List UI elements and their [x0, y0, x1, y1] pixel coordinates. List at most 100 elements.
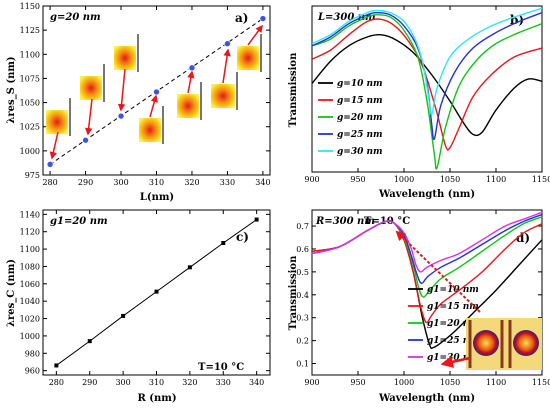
- panel-a-ylabel: λres_S (nm): [6, 56, 17, 123]
- y-tick-label: 0.1: [296, 360, 309, 369]
- y-tick-label: 0.3: [296, 314, 309, 323]
- panel-b-legend: g=10 nm g=15 nm g=20 nm g=25 nm g=30 nm: [318, 79, 383, 157]
- series-line: [311, 211, 543, 273]
- data-point: [87, 339, 92, 344]
- panel-d-frame: [311, 209, 543, 376]
- y-tick-label: 980: [25, 349, 40, 358]
- x-tick-label: 1050: [440, 175, 460, 184]
- x-tick-label: 330: [216, 378, 231, 387]
- panel-d: 900 950 1000 1050 1100 1150 0.1 0.2 0.3 0.4 0.5 0.6…: [288, 209, 550, 404]
- y-tick-label: 1125: [20, 26, 40, 35]
- y-tick-label: 1075: [20, 74, 40, 83]
- y-tick-label: 1100: [20, 50, 40, 59]
- data-point: [187, 265, 192, 270]
- panel-d-solid-arrow: [440, 355, 471, 368]
- x-tick-label: 320: [182, 378, 197, 387]
- data-point: [153, 88, 160, 96]
- field-map-inset: [177, 82, 202, 120]
- panel-d-ticks: 900 950 1000 1050 1100 1150 0.1 0.2 0.3 0.4 0.5 0.6…: [296, 210, 550, 387]
- field-map-inset: [237, 34, 262, 72]
- y-tick-label: 1060: [20, 280, 40, 289]
- data-point: [121, 313, 126, 318]
- legend-label: g=10 nm: [337, 79, 383, 89]
- legend-label: g1=20 nm: [427, 319, 479, 329]
- series-line: [311, 7, 543, 116]
- series-line: [311, 18, 543, 151]
- panel-c: 280 290 300 310 320 330 340 960 980 1000 1020 1040 1…: [6, 209, 271, 404]
- x-tick-label: 1150: [532, 378, 550, 387]
- x-tick-label: 900: [304, 175, 319, 184]
- panel-d-series: [311, 211, 543, 350]
- panel-c-ylabel: λres_C (nm): [6, 259, 17, 327]
- panel-d-label: d): [516, 231, 530, 245]
- data-point: [117, 112, 125, 120]
- x-tick-label: 290: [82, 378, 97, 387]
- panel-c-title: g1=20 nm: [50, 216, 108, 227]
- y-tick-label: 0.4: [296, 291, 309, 300]
- y-tick-label: 1000: [20, 147, 40, 156]
- y-tick-label: 0.2: [296, 337, 309, 346]
- x-tick-label: 280: [42, 178, 57, 187]
- data-point: [46, 161, 54, 168]
- x-tick-label: 280: [49, 378, 64, 387]
- data-point: [154, 289, 159, 294]
- x-tick-label: 1100: [486, 378, 506, 387]
- legend-label: g=20 nm: [337, 113, 383, 123]
- panel-b-xlabel: Wavelength (nm): [378, 189, 475, 200]
- panel-a-label: a): [235, 11, 248, 25]
- panel-a: 280 290 300 310 320 330 340 975 1000 1025 1050 1075…: [6, 2, 271, 203]
- panel-b-ticks: 900 950 1000 1050 1100 1150: [304, 6, 550, 184]
- field-map-inset: [114, 34, 139, 72]
- y-tick-label: 1025: [20, 123, 40, 132]
- series-line: [311, 33, 543, 137]
- panel-b: 900 950 1000 1050 1100 1150 L=300 nm b) Trans…: [288, 5, 550, 200]
- panel-b-ylabel: Transmission: [288, 52, 299, 127]
- panel-a-xlabel: L(nm): [140, 192, 174, 203]
- panel-d-xlabel: Wavelength (nm): [378, 393, 475, 404]
- panel-d-title: R=300 nm: [315, 216, 375, 227]
- x-tick-label: 1100: [486, 175, 506, 184]
- legend-label: g1=15 nm: [427, 302, 479, 312]
- y-tick-label: 0.5: [296, 268, 309, 277]
- panel-a-field-insets: [46, 34, 262, 144]
- data-point: [224, 40, 231, 47]
- panel-a-title: g=20 nm: [50, 12, 101, 23]
- legend-label: g=25 nm: [337, 130, 383, 140]
- y-tick-label: 1080: [20, 262, 40, 271]
- data-point: [254, 217, 259, 222]
- panel-c-xlabel: R (nm): [137, 393, 176, 404]
- x-tick-label: 1000: [394, 378, 414, 387]
- data-point: [82, 136, 89, 144]
- panel-a-arrows: [49, 24, 263, 160]
- y-tick-label: 1100: [20, 245, 40, 254]
- field-map-inset: [139, 106, 164, 144]
- y-tick-label: 1040: [20, 297, 40, 306]
- x-tick-label: 340: [249, 378, 264, 387]
- panel-d-dotted-arrow: [395, 230, 481, 313]
- y-tick-label: 1140: [20, 210, 40, 219]
- y-tick-label: 1050: [20, 99, 40, 108]
- panel-c-series: [54, 217, 259, 368]
- y-tick-label: 1120: [20, 228, 40, 237]
- x-tick-label: 340: [255, 178, 270, 187]
- data-point: [54, 363, 59, 368]
- y-tick-label: 1020: [20, 315, 40, 324]
- field-map-inset: [80, 64, 105, 102]
- y-tick-label: 0.6: [296, 245, 309, 254]
- panel-b-frame: [311, 5, 543, 173]
- x-tick-label: 300: [115, 378, 130, 387]
- data-point: [221, 241, 226, 245]
- x-tick-label: 950: [350, 378, 365, 387]
- legend-label: g=30 nm: [337, 147, 383, 157]
- x-tick-label: 1000: [394, 175, 414, 184]
- panel-d-mode-inset: [466, 318, 542, 370]
- panel-c-temperature: T=10 °C: [198, 362, 244, 373]
- x-tick-label: 320: [184, 178, 199, 187]
- x-tick-label: 310: [149, 378, 164, 387]
- field-map-inset: [211, 72, 238, 110]
- x-tick-label: 1050: [440, 378, 460, 387]
- y-tick-label: 1000: [20, 332, 40, 341]
- panel-a-points: [46, 15, 267, 168]
- legend-label: g1=10 nm: [427, 285, 479, 295]
